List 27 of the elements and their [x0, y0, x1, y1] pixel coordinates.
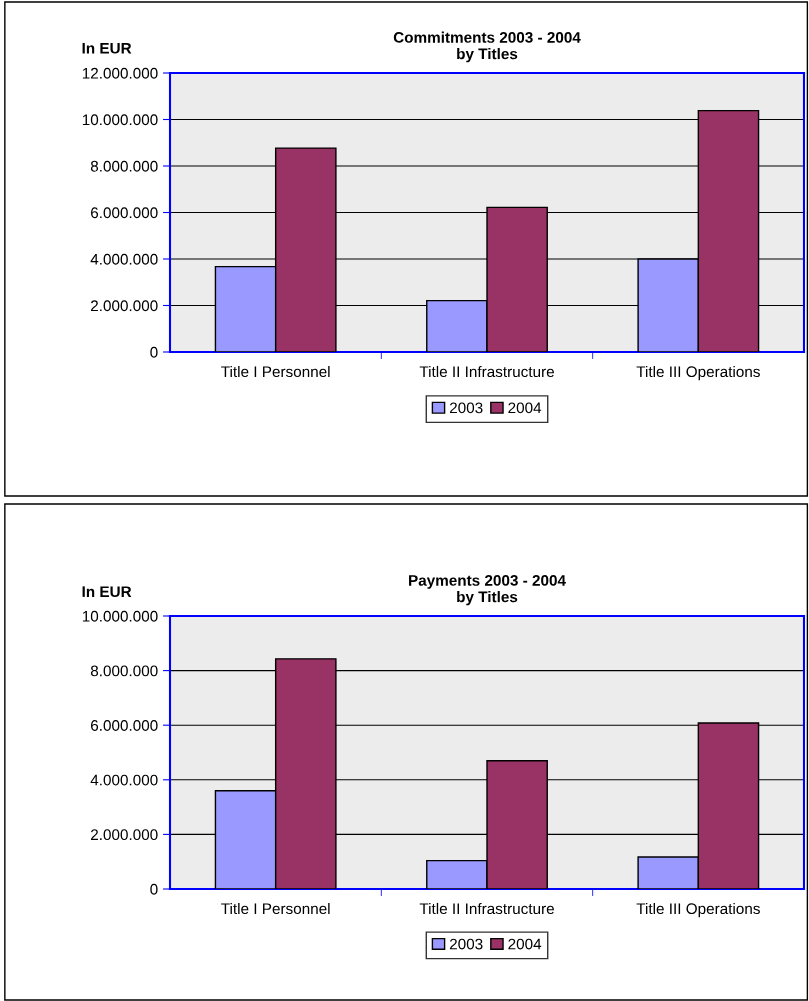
y-tick-label: 4.000.000: [90, 774, 158, 786]
y-tick-label: 6.000.000: [91, 720, 158, 731]
y-tick-label: 0: [150, 346, 158, 358]
y-tick-label: 2.000.000: [91, 300, 158, 312]
x-tick-label: Title I Personnel: [221, 365, 330, 378]
x-tick-label: Title III Operations: [636, 365, 760, 381]
legend-label: 2003: [449, 402, 483, 414]
x-tick-label: Title III Operations: [636, 902, 760, 918]
legend-label: 2003: [449, 938, 483, 950]
y-tick-label: 10.000.000: [82, 114, 158, 126]
y-tick-label: 8.000.000: [90, 665, 158, 677]
chart-title: Commitments 2003 - 2004 by Titles: [393, 31, 581, 63]
chart-title: Payments 2003 - 2004 by Titles: [409, 574, 566, 606]
y-tick-label: 2.000.000: [91, 829, 158, 841]
y-tick-label: 10.000.000: [82, 610, 158, 622]
y-axis-title: In EUR: [82, 586, 132, 598]
y-tick-label: 12.000.000: [82, 67, 158, 79]
legend-label: 2004: [508, 938, 542, 950]
y-axis-title: In EUR: [82, 42, 132, 54]
y-tick-label: 8.000.000: [90, 160, 158, 172]
x-tick-label: Title II Infrastructure: [419, 902, 554, 915]
y-tick-label: 0: [150, 883, 158, 895]
x-tick-label: Title II Infrastructure: [419, 365, 554, 378]
y-tick-label: 4.000.000: [90, 253, 158, 265]
legend-label: 2004: [508, 402, 542, 414]
y-tick-label: 6.000.000: [91, 207, 158, 219]
x-tick-label: Title I Personnel: [221, 902, 330, 915]
